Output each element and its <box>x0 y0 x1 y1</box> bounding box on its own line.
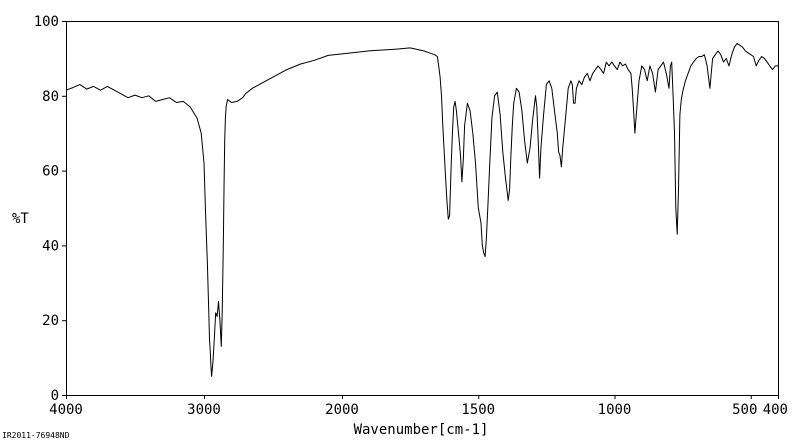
x-tick-label: 1000 <box>598 402 632 418</box>
x-tick-label: 400 <box>763 402 788 418</box>
y-tick-label: 60 <box>42 164 59 180</box>
y-tick-label: 100 <box>34 14 59 30</box>
spectrum-id-label: IR2011-76948ND <box>2 431 70 440</box>
y-tick-label: 40 <box>42 238 59 254</box>
y-tick-label: 80 <box>42 89 59 105</box>
x-tick-label: 3000 <box>187 402 221 418</box>
y-axis-label: %T <box>12 211 29 227</box>
plot-frame <box>66 21 779 396</box>
x-tick-label: 2000 <box>325 402 359 418</box>
x-tick-label: 500 <box>732 402 757 418</box>
spectrum-series-line <box>65 42 778 377</box>
y-tick-label: 0 <box>51 388 59 404</box>
x-axis-label: Wavenumber[cm-1] <box>354 422 489 438</box>
y-axis-ticks: 0 20 40 60 80 100 <box>34 14 66 404</box>
x-tick-label: 1500 <box>461 402 495 418</box>
y-tick-label: 20 <box>42 313 59 329</box>
x-axis-ticks: 4000 3000 2000 1500 1000 500 400 <box>49 395 788 418</box>
x-tick-label: 4000 <box>49 402 83 418</box>
